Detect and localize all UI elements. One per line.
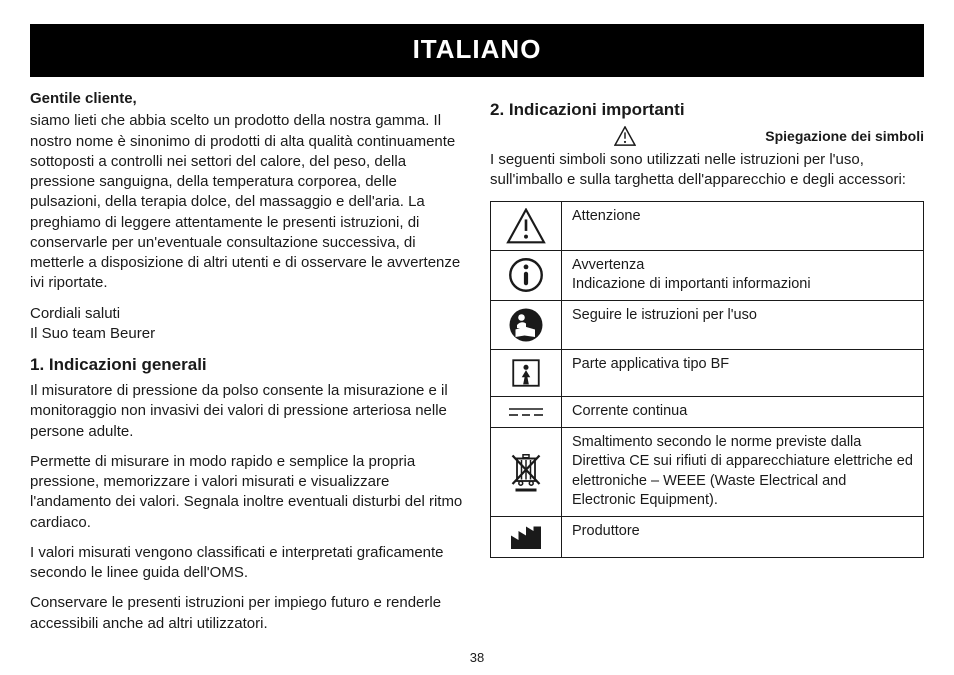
attention-triangle-icon [506,208,546,244]
table-row: Seguire le istruzioni per l'uso [491,300,924,349]
manufacturer-icon [508,523,544,551]
symbol-attention-icon-cell [491,201,562,250]
closing-line-2: Il Suo team Beurer [30,325,155,342]
symbol-weee-label: Smaltimento secondo le norme previste da… [562,427,924,516]
table-row: Corrente continua [491,396,924,427]
subheading-text: Spiegazione dei simboli [765,127,924,146]
section-2-heading: 2. Indicazioni importanti [490,99,924,122]
salutation: Gentile cliente, [30,89,464,109]
symbol-manufacturer-label: Produttore [562,516,924,557]
read-manual-icon [508,307,544,343]
section-1-p4: Conservare le presenti istruzioni per im… [30,593,464,634]
weee-bin-icon [508,451,544,493]
closing-block: Cordiali saluti Il Suo team Beurer [30,304,464,345]
symbol-type-bf-icon-cell [491,349,562,396]
language-banner: ITALIANO [30,24,924,77]
type-bf-icon [509,356,543,390]
symbol-manual-label: Seguire le istruzioni per l'uso [562,300,924,349]
symbol-manufacturer-icon-cell [491,516,562,557]
section-1-p1: Il misuratore di pressione da polso cons… [30,381,464,442]
symbol-info-line-2: Indicazione di importanti informazioni [572,276,811,292]
table-row: Produttore [491,516,924,557]
page-number: 38 [0,649,954,667]
table-row: Smaltimento secondo le norme previste da… [491,427,924,516]
intro-paragraph: siamo lieti che abbia scelto un prodotto… [30,111,464,293]
symbol-manual-icon-cell [491,300,562,349]
table-row: Parte applicativa tipo BF [491,349,924,396]
symbol-type-bf-label: Parte applicativa tipo BF [562,349,924,396]
right-column: 2. Indicazioni importanti Spiegazione de… [490,89,924,644]
closing-line-1: Cordiali saluti [30,305,120,322]
left-column: Gentile cliente, siamo lieti che abbia s… [30,89,464,644]
symbol-dc-icon-cell [491,396,562,427]
table-row: Attenzione [491,201,924,250]
warning-triangle-icon [614,126,636,146]
two-column-layout: Gentile cliente, siamo lieti che abbia s… [30,89,924,644]
document-page: ITALIANO Gentile cliente, siamo lieti ch… [0,0,954,675]
subheading-row: Spiegazione dei simboli [490,126,924,146]
symbols-table: Attenzione Avvertenza Indicazione di imp… [490,201,924,558]
symbol-attention-label: Attenzione [562,201,924,250]
symbol-weee-icon-cell [491,427,562,516]
direct-current-icon [506,403,546,421]
symbol-info-icon-cell [491,250,562,300]
section-1-p3: I valori misurati vengono classificati e… [30,543,464,584]
section-1-p2: Permette di misurare in modo rapido e se… [30,452,464,533]
table-lead-text: I seguenti simboli sono utilizzati nelle… [490,150,924,191]
table-row: Avvertenza Indicazione di importanti inf… [491,250,924,300]
symbol-info-line-1: Avvertenza [572,257,644,273]
section-1-heading: 1. Indicazioni generali [30,354,464,377]
info-circle-icon [508,257,544,293]
symbol-info-label: Avvertenza Indicazione di importanti inf… [562,250,924,300]
symbol-dc-label: Corrente continua [562,396,924,427]
